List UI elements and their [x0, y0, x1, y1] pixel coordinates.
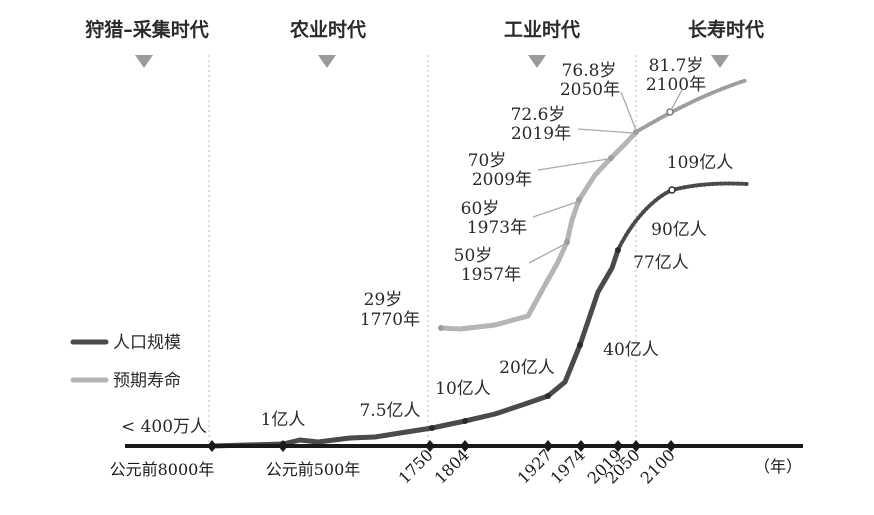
era-marker-triangle-icon: [135, 55, 153, 68]
data-label-value: 70岁: [468, 151, 507, 171]
era-label: 农业时代: [289, 18, 366, 41]
data-label: 10亿人: [435, 379, 491, 399]
population-annotations: < 400万人 1亿人 7.5亿人 10亿人 20亿人 40亿人 77亿人 90…: [121, 153, 733, 437]
x-axis-tick-marker: [278, 440, 288, 452]
x-axis-tick-marker: [460, 440, 470, 452]
life-expectancy-point: [633, 129, 639, 135]
era-label: 长寿时代: [688, 18, 764, 41]
population-point: [615, 247, 621, 253]
population-projected-line: [616, 181, 750, 252]
x-axis-unit-label: （年）: [754, 457, 802, 476]
leader-line: [537, 158, 609, 171]
x-tick-label: 2100: [637, 445, 679, 487]
data-label-value: 29岁: [364, 290, 403, 310]
life-expectancy-point: [564, 239, 570, 245]
legend: 人口规模 预期寿命: [70, 333, 181, 391]
x-axis-tick-marker: [576, 440, 586, 452]
era-headers: 狩猎–采集时代 农业时代 工业时代 长寿时代: [85, 18, 764, 68]
era-marker-triangle-icon: [711, 55, 729, 68]
data-label-year: 2009年: [472, 170, 532, 190]
population-point: [577, 342, 583, 348]
life-expectancy-point: [438, 325, 444, 331]
data-label-year: 1973年: [467, 218, 527, 238]
era-label: 工业时代: [504, 19, 580, 41]
data-label: < 400万人: [121, 417, 207, 437]
data-label: 40亿人: [603, 340, 659, 360]
x-axis-tick-marker: [666, 440, 676, 452]
data-label: 77亿人: [633, 253, 689, 273]
x-tick-label: 1927: [514, 445, 556, 487]
x-axis: 公元前8000年 公元前500年 1750 1804 1927 1974 201…: [110, 440, 803, 488]
data-label-year: 1770年: [360, 310, 420, 330]
leader-line: [528, 243, 566, 264]
x-axis-tick-marker: [613, 440, 623, 452]
data-label: 20亿人: [499, 358, 555, 378]
data-label: 7.5亿人: [359, 401, 420, 421]
data-label-value: 50岁: [454, 246, 493, 266]
x-axis-tick-marker: [631, 440, 641, 452]
life-expectancy-annotations: 29岁 1770年 50岁 1957年 60岁 1973年 70岁 2009年 …: [360, 56, 706, 330]
era-marker-triangle-icon: [528, 55, 546, 68]
x-tick-label: 公元前500年: [266, 460, 361, 479]
population-point: [429, 425, 435, 431]
era-marker-triangle-icon: [318, 55, 336, 68]
data-label-value: 72.6岁: [511, 105, 566, 125]
data-label-value: 76.8岁: [562, 61, 617, 81]
life-expectancy-projected-line: [634, 78, 749, 134]
life-expectancy-point: [576, 197, 582, 203]
data-label-year: 2050年: [560, 80, 620, 100]
population-series: [209, 181, 750, 449]
leader-line: [532, 201, 578, 218]
data-label: 1亿人: [261, 410, 306, 430]
x-axis-tick-marker: [425, 440, 435, 452]
leader-line: [577, 128, 634, 134]
x-axis-tick-marker: [207, 440, 217, 452]
leader-line: [670, 89, 683, 111]
era-dividers: [208, 55, 637, 445]
life-expectancy-series: [438, 78, 749, 332]
population-point: [462, 418, 468, 424]
data-label: 109亿人: [667, 153, 733, 173]
x-tick-label: 1804: [431, 445, 473, 487]
population-point: [545, 393, 551, 399]
data-label-year: 2019年: [511, 124, 571, 144]
leader-line: [620, 91, 637, 131]
data-label-value: 60岁: [461, 199, 500, 219]
population-point: [668, 186, 676, 194]
x-tick-label: 1750: [395, 445, 437, 487]
x-tick-label: 1974: [547, 445, 589, 487]
life-expectancy-point: [608, 155, 614, 161]
data-label-year: 2100年: [646, 75, 706, 95]
legend-label: 预期寿命: [113, 371, 181, 391]
legend-label: 人口规模: [113, 333, 181, 353]
era-label: 狩猎–采集时代: [85, 18, 209, 41]
x-tick-label: 公元前8000年: [110, 460, 215, 479]
data-label: 90亿人: [651, 220, 707, 240]
data-label-year: 1957年: [461, 265, 521, 285]
life-expectancy-point: [666, 108, 674, 116]
x-axis-tick-marker: [543, 440, 553, 452]
data-label-value: 81.7岁: [649, 56, 704, 76]
